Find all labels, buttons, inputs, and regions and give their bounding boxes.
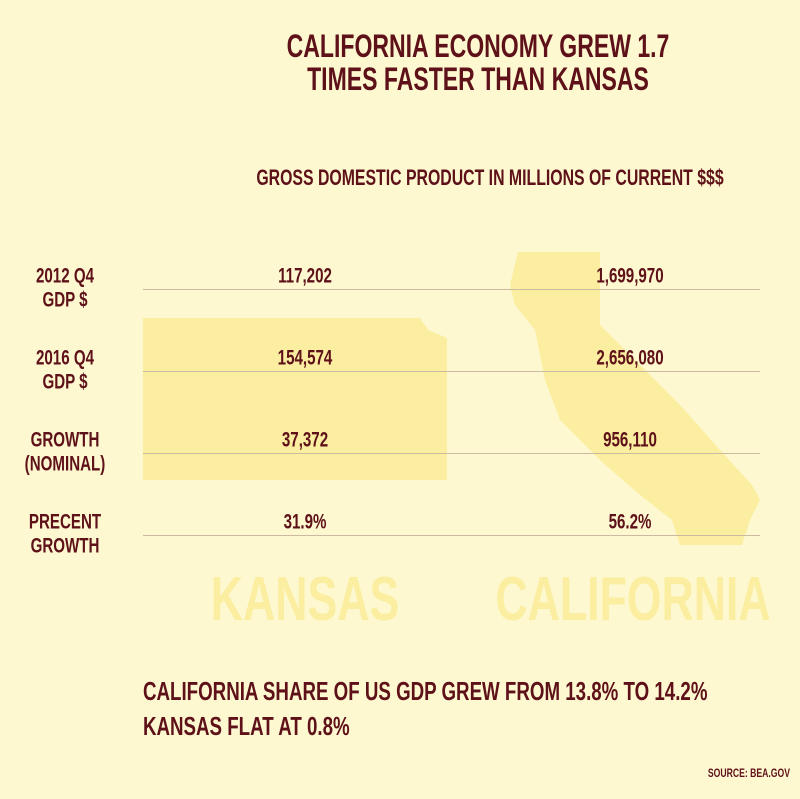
note: CALIFORNIA SHARE OF US GDP GREW FROM 13.… <box>143 676 708 706</box>
row-rule <box>143 535 760 536</box>
cell-value: 31.9% <box>283 510 327 534</box>
state-watermark: CALIFORNIA <box>495 565 771 634</box>
row-rule <box>143 453 760 454</box>
note: KANSAS FLAT AT 0.8% <box>143 711 350 741</box>
cell-value: 956,110 <box>603 428 657 452</box>
cell-value: 1,699,970 <box>596 264 664 288</box>
cell-value: 2,656,080 <box>596 346 664 370</box>
row-label: GROWTH <box>30 428 100 452</box>
row-label: GDP $ <box>42 370 88 394</box>
row-label: 2016 Q4 <box>35 346 95 370</box>
title-line: TIMES FASTER THAN KANSAS <box>307 61 649 97</box>
row-label: (NOMINAL) <box>24 452 106 476</box>
row-label: GROWTH <box>30 534 100 558</box>
cell-value: 37,372 <box>281 428 329 452</box>
cell-value: 117,202 <box>278 264 332 288</box>
row-label: PRECENT <box>28 510 102 534</box>
cell-value: 56.2% <box>608 510 652 534</box>
california-shape <box>510 252 760 545</box>
row-label: GDP $ <box>42 288 88 312</box>
source: SOURCE: BEA.GOV <box>707 766 790 780</box>
title-line: CALIFORNIA ECONOMY GREW 1.7 <box>286 28 670 64</box>
state-watermark: KANSAS <box>210 565 400 634</box>
cell-value: 154,574 <box>277 346 333 370</box>
kansas-shape <box>143 318 447 480</box>
row-label: 2012 Q4 <box>35 264 95 288</box>
row-rule <box>143 371 760 372</box>
row-rule <box>143 289 760 290</box>
subtitle: GROSS DOMESTIC PRODUCT IN MILLIONS OF CU… <box>256 165 724 190</box>
